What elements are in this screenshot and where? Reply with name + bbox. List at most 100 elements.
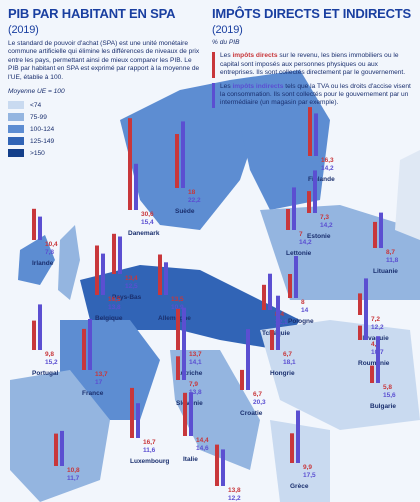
indirect-bar: [292, 187, 296, 230]
value-label: 14,2: [299, 239, 312, 246]
legend-label: 75-99: [30, 113, 47, 121]
value-label: 6,7: [283, 351, 292, 358]
direct-bar: [215, 444, 219, 486]
value-label: 14,2: [320, 222, 333, 229]
indirect-bar: [38, 304, 42, 350]
direct-bar: [358, 293, 362, 315]
country-name: Italie: [183, 456, 198, 463]
land: [395, 150, 420, 240]
unit: % du PIB: [212, 39, 240, 46]
value-label: 10,8: [67, 467, 80, 474]
country-name: Roumanie: [358, 360, 390, 367]
indirect-bar: [182, 338, 186, 380]
indirect-bar: [376, 336, 380, 383]
value-label: 7,2: [371, 316, 380, 323]
country-name: Grèce: [290, 483, 309, 490]
legend-item: 100-124: [8, 124, 204, 134]
country-name: Lituanie: [373, 268, 398, 275]
indirect-bar: [134, 163, 138, 210]
left-text: Le standard de pouvoir d'achat (SPA) est…: [8, 40, 200, 81]
text: tels que la TVA ou les droits d'accise v…: [220, 82, 411, 107]
value-label: 17: [95, 379, 103, 386]
indirect-bar: [189, 392, 193, 436]
indirect-bar: [38, 216, 42, 240]
value-label: 15,2: [45, 359, 58, 366]
indirect-bar: [313, 170, 317, 213]
direct-bar: [82, 328, 86, 370]
legend-item: >150: [8, 148, 204, 158]
country-name: France: [82, 390, 104, 397]
direct-bar: [240, 369, 244, 390]
value-label: 14,2: [321, 165, 334, 172]
indirect-bar: [136, 403, 140, 438]
legend-swatch: [8, 101, 24, 110]
legend-swatch: [8, 113, 24, 122]
value-label: 14,1: [189, 359, 202, 366]
text: sur le revenu, les biens immobiliers ou …: [220, 52, 406, 77]
indirect-text: Les impôts indirects tels que la TVA ou …: [212, 82, 412, 108]
direct-bar: [128, 118, 132, 210]
value-label: 9,8: [45, 351, 54, 358]
legend-swatch: [8, 125, 24, 134]
legend-label: <74: [30, 101, 42, 109]
direct-bar: [307, 191, 311, 213]
indirect-bar: [276, 295, 280, 350]
direct-bar: [270, 329, 274, 350]
direct-bar: [175, 134, 179, 188]
value-label: 17,5: [303, 472, 316, 479]
country-name: Hongrie: [270, 370, 295, 377]
direct-bar: [32, 320, 36, 350]
country-name: Belgique: [95, 315, 123, 322]
country-name: Portugal: [32, 370, 59, 377]
country-name: Croatie: [240, 410, 263, 417]
value-label: 5,8: [383, 384, 392, 391]
country-name: Estonie: [307, 233, 331, 240]
country-name: Irlande: [32, 260, 54, 267]
value-label: 12,2: [228, 495, 241, 502]
indirect-bar: [60, 430, 64, 466]
value-label: 16,3: [321, 157, 334, 164]
direct-bar: [176, 308, 180, 350]
country-name: Lettonie: [286, 250, 312, 257]
indirect-bar: [164, 262, 168, 295]
right-panel: IMPÔTS DIRECTS ET INDIRECTS (2019) % du …: [212, 6, 412, 108]
legend-item: 75-99: [8, 112, 204, 122]
left-panel: PIB PAR HABITANT EN SPA (2019) Le standa…: [8, 6, 204, 160]
value-label: 13,8: [108, 304, 121, 311]
right-title: IMPÔTS DIRECTS ET INDIRECTS (2019): [212, 6, 412, 36]
value-label: 16,5: [108, 296, 121, 303]
indirect-bar: [118, 236, 122, 274]
value-label: 10,4: [45, 241, 58, 248]
indirect-bar: [88, 319, 92, 370]
value-label: 20,3: [253, 399, 266, 406]
country-name: Bulgarie: [370, 403, 396, 410]
value-label: 12,5: [125, 283, 138, 290]
value-label: 12,2: [371, 324, 384, 331]
direct-bar: [112, 233, 116, 274]
direct-bar: [158, 254, 162, 295]
land: [18, 235, 55, 285]
indirect-bar: [314, 113, 318, 156]
indirect-bar: [364, 278, 368, 315]
indirect-bar: [364, 307, 368, 340]
value-label: 22,2: [188, 197, 201, 204]
country-name: Finlande: [308, 176, 335, 183]
title-text: PIB PAR HABITANT EN SPA: [8, 6, 175, 21]
direct-text: Les impôts directs sur le revenu, les bi…: [212, 52, 412, 78]
value-label: 10,9: [171, 304, 184, 311]
value-label: 11,8: [386, 257, 399, 264]
value-label: 8: [301, 299, 305, 306]
indirect-bar: [379, 212, 383, 248]
country-name: Pologne: [288, 318, 314, 325]
legend-item: <74: [8, 100, 204, 110]
direct-bar: [373, 221, 377, 248]
left-title: PIB PAR HABITANT EN SPA (2019): [8, 6, 204, 36]
land: [58, 225, 80, 300]
title-year: (2019): [212, 24, 243, 36]
value-label: 7,8: [45, 249, 54, 256]
text: Les: [220, 52, 233, 60]
indirect-bar: [294, 256, 298, 298]
value-label: 18: [188, 189, 196, 196]
legend-label: 100-124: [30, 125, 55, 133]
direct-bar: [262, 284, 266, 310]
